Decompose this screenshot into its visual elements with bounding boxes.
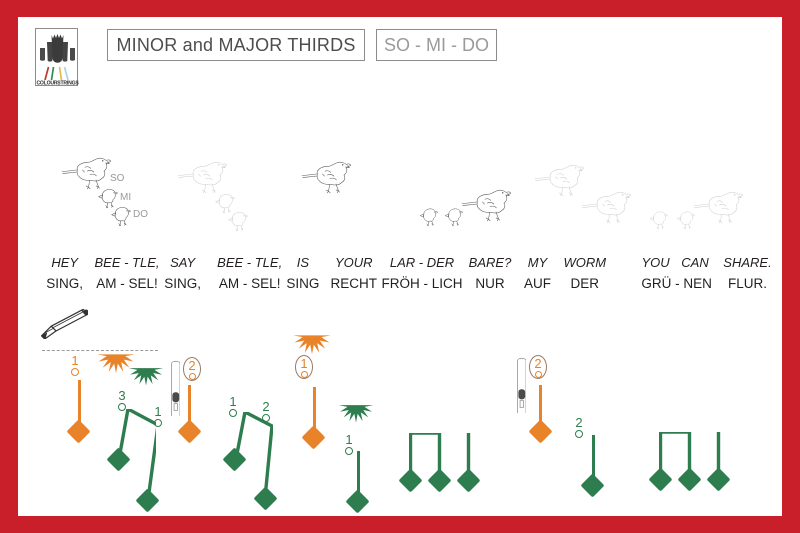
svg-text:COLOURSTRINGS: COLOURSTRINGS: [36, 81, 79, 87]
